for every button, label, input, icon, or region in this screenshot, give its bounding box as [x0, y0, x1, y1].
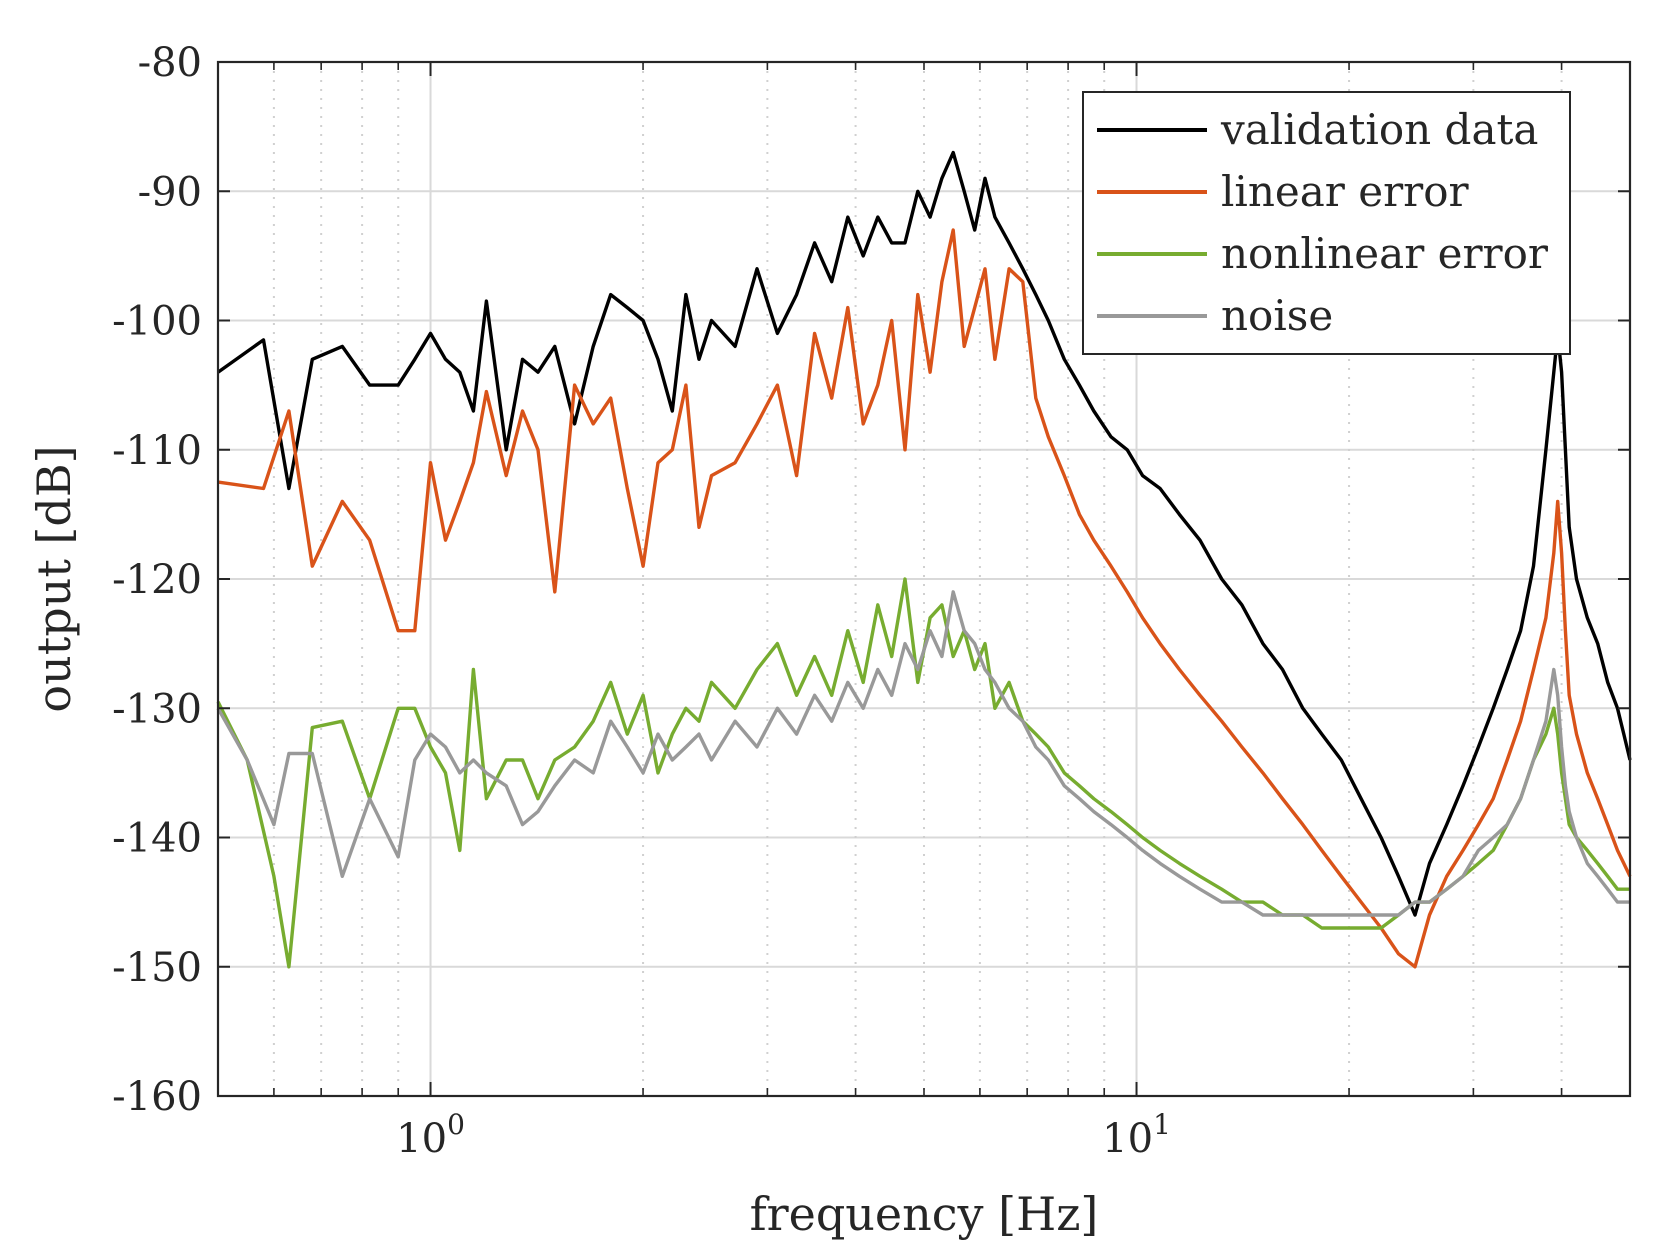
legend-label: nonlinear error	[1221, 229, 1549, 278]
x-tick-label-base: 10	[396, 1116, 447, 1162]
y-tick-label: -160	[112, 1074, 202, 1120]
y-tick-label: -80	[138, 40, 202, 86]
y-tick-label: -130	[112, 686, 202, 732]
grid	[218, 62, 1630, 1096]
x-tick-labels: 100 101	[396, 1108, 1171, 1162]
x-axis-label: frequency [Hz]	[750, 1187, 1099, 1241]
y-tick-label: -90	[138, 169, 202, 215]
legend-label: validation data	[1220, 105, 1538, 154]
series-line-noise	[216, 590, 1630, 917]
y-tick-label: -110	[112, 428, 202, 474]
x-tick-label-exponent: 0	[447, 1108, 465, 1141]
x-tick-label-exponent: 1	[1153, 1108, 1171, 1141]
legend-box	[1082, 91, 1571, 355]
series-line-validation-data	[217, 150, 1632, 917]
ticks	[218, 61, 1630, 1097]
y-tick-label: -120	[112, 557, 202, 603]
y-tick-label: -150	[112, 945, 202, 991]
series-lines	[216, 150, 1632, 969]
series-line-linear-error	[217, 228, 1632, 969]
legend: validation data linear error nonlinear err…	[1082, 91, 1571, 355]
legend-label: linear error	[1221, 167, 1470, 216]
y-tick-labels: -80 -90 -100 -110 -120 -130 -140 -150 -160	[112, 40, 202, 1120]
y-tick-label: -100	[112, 299, 202, 345]
x-tick-label-base: 10	[1102, 1116, 1153, 1162]
x-tick-label: 101	[1102, 1108, 1171, 1162]
x-tick-label: 100	[396, 1108, 465, 1162]
y-axis-label: output [dB]	[27, 445, 81, 712]
legend-label: noise	[1221, 291, 1333, 340]
y-tick-label: -140	[112, 816, 202, 862]
